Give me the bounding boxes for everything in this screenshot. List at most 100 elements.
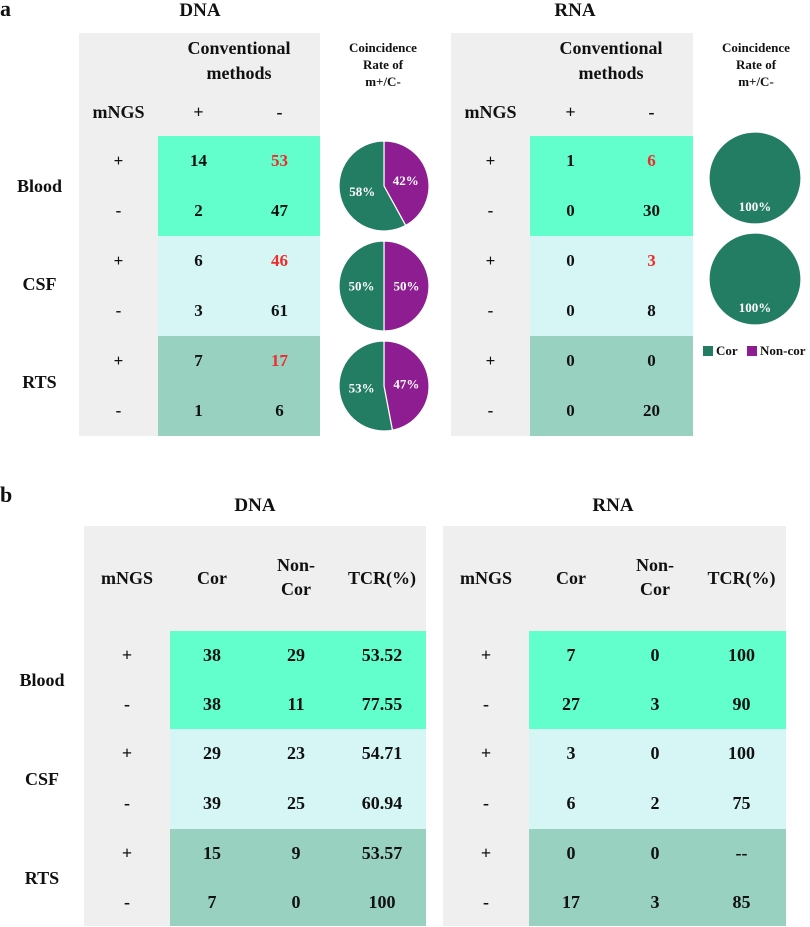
panel-a-rna-csf-cell: 3 (647, 251, 656, 270)
panel-b-rna-csf-cell: 2 (650, 793, 660, 813)
panel-a-dna-rts-cell: 17 (271, 351, 288, 370)
panel-b-dna-blood-cell: 77.55 (361, 694, 403, 714)
panel-a-rna-csf-cell: 8 (647, 301, 656, 320)
panel-b-row-label-csf: CSF (24, 769, 59, 789)
panel-a-rna-csf-mngs-sign: - (487, 301, 494, 320)
panel-a-rna-csf-cell: 0 (566, 301, 575, 320)
legend-noncor-label: Non-cor (760, 343, 806, 358)
panel-b-dna-title: DNA (234, 495, 276, 516)
panel-b-rna-csf-cell: 6 (566, 793, 576, 813)
panel-b-dna-rts-block (170, 829, 426, 926)
panel-a-rna-title: RNA (554, 0, 596, 21)
panel-b-dna-csf-block (170, 729, 426, 829)
row-label-rts: RTS (22, 372, 57, 392)
panel-a-dna-rts-mngs-sign: + (113, 351, 124, 370)
pie-slice-cor (708, 131, 802, 225)
panel-b-rna-rts-mngs-sign: - (483, 891, 489, 912)
panel-a-dna-coincidence-label-1: Rate of (362, 57, 404, 72)
panel-a-rna-blood-cell: 6 (647, 151, 656, 170)
panel-b-rna-header-noncor: Non- Cor (635, 555, 674, 599)
panel-b-dna-blood-cell: 38 (203, 694, 221, 714)
panel-a-dna-header-bg (79, 33, 320, 136)
panel-b-rna-rts-mngs-sign: + (480, 843, 492, 863)
panel-b-rna-rts-cell: 17 (562, 891, 580, 912)
panel-a-dna-rts-block (158, 336, 320, 436)
panel-b-dna-rts-cell: 53.57 (361, 843, 403, 863)
pie-slice-non-cor (383, 140, 430, 227)
panel-b-dna-header-1: Cor (197, 568, 227, 588)
panel-a-rna-rts-mngs-sign: + (485, 351, 496, 370)
pie-slice-cor (338, 140, 407, 232)
panel-a-rna-methods-header: methods (578, 63, 644, 83)
panel-b-dna-rts-cell: 100 (368, 891, 396, 912)
panel-b-rna-csf-cell: 3 (566, 743, 576, 763)
panel-b-dna-header-noncor: Non- Cor (276, 555, 315, 599)
panel-a-rna-blood-cell: 30 (643, 201, 660, 220)
panel-b-dna-rts-mngs-sign: + (121, 843, 133, 863)
panel-a-rna-csf-mngs-sign: + (485, 251, 496, 270)
panel-a-dna-conventional-header: Conventional (187, 38, 291, 58)
panel-a-rna-blood-mngs-sign: - (487, 201, 494, 220)
panel-a-rna-coincidence-label-2: m+/C- (738, 74, 774, 89)
panel-b-rna-blood-cell: 3 (650, 694, 660, 714)
panel-a-rna-rts-cell: 0 (566, 351, 575, 370)
panel-b-row-label-rts: RTS (24, 868, 60, 888)
panel-a-dna-csf-block (158, 236, 320, 336)
panel-a-rna-rts-cell: 0 (566, 401, 575, 420)
panel-a-rna-coincidence-label-0: Coincidence (722, 40, 790, 55)
panel-a-dna-rts-cell: 6 (275, 401, 284, 420)
panel-b-row-label-blood: Blood (19, 670, 65, 690)
panel-b-rna-csf-cell: 75 (732, 793, 751, 813)
panel-a-rna-mngs-col-bg (451, 136, 530, 436)
panel-b-dna-blood-block (170, 631, 426, 729)
panel-b-dna-csf-cell: 23 (287, 743, 305, 763)
panel-b-dna-csf-mngs-sign: - (124, 793, 130, 813)
panel-b-rna-csf-block (529, 729, 786, 829)
panel-b-rna-csf-mngs-sign: - (483, 793, 489, 813)
panel-a-dna-methods-header: methods (206, 63, 272, 83)
panel-b-dna-blood-cell: 38 (203, 645, 221, 665)
panel-a-dna-rts-cell: 7 (194, 351, 203, 370)
panel-b-dna-blood-cell: 29 (287, 645, 305, 665)
panel-a-dna-title: DNA (179, 0, 221, 21)
panel-b-dna-header-3: TCR(%) (348, 568, 416, 588)
panel-b-dna-csf-cell: 54.71 (361, 743, 403, 763)
pie-label-cor: 100% (739, 199, 772, 214)
panel-a-dna-blood-cell: 53 (271, 151, 288, 170)
panel-a-dna-rts-cell: 1 (194, 401, 203, 420)
panel-a-dna-blood-block (158, 136, 320, 236)
panel-b-rna-title: RNA (592, 495, 634, 516)
pie-slice-non-cor (383, 240, 430, 332)
panel-b-dna-csf-cell: 25 (287, 793, 305, 813)
panel-a-dna-coincidence-label-2: m+/C- (365, 74, 401, 89)
panel-b-dna-csf-cell: 29 (203, 743, 221, 763)
panel-b-rna-csf-cell: 0 (650, 743, 660, 763)
panel-b-rna-blood-cell: 100 (728, 645, 755, 665)
panel-a-dna-mngs-col-bg (79, 136, 158, 436)
row-label-blood: Blood (16, 176, 63, 196)
panel-a-rna-mngs-header: mNGS (464, 102, 517, 122)
panel-a-dna-coincidence-label-0: Coincidence (349, 40, 417, 55)
pie-label-cor: 58% (349, 184, 375, 199)
panel-a-dna-blood-mngs-sign: - (115, 201, 122, 220)
panel-b-rna-blood-cell: 7 (566, 645, 576, 665)
panel-b-dna-rts-cell: 9 (291, 843, 301, 863)
panel-a-rna-blood-block (530, 136, 693, 236)
panel-b-dna-header-bg (84, 526, 426, 631)
pie-label-non-cor: 50% (394, 279, 420, 294)
panel-b-rna-csf-mngs-sign: + (480, 743, 492, 763)
panel-a-dna-blood-cell: 14 (190, 151, 207, 170)
panel-a-rna-rts-cell: 0 (647, 351, 656, 370)
panel-b-rna-rts-cell: 0 (566, 843, 576, 863)
panel-b-dna-blood-cell: 53.52 (361, 645, 403, 665)
panel-a-dna-csf-cell: 61 (271, 301, 288, 320)
legend-cor-swatch (703, 346, 713, 356)
panel-b-dna-blood-mngs-sign: + (121, 645, 133, 665)
panel-b-rna-blood-block (529, 631, 786, 729)
panel-a-dna-mngs-header: mNGS (92, 102, 145, 122)
panel-a-rna-blood-mngs-sign: + (485, 151, 496, 170)
panel-b-rna-rts-cell: 3 (650, 891, 660, 912)
